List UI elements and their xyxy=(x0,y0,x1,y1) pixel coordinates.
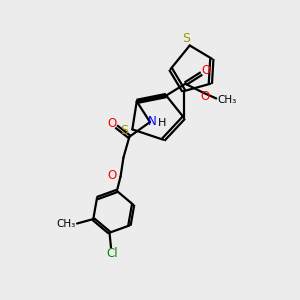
Text: H: H xyxy=(158,118,166,128)
Text: S: S xyxy=(120,124,128,137)
Text: O: O xyxy=(201,90,210,103)
Text: S: S xyxy=(182,32,190,46)
Text: O: O xyxy=(107,117,116,130)
Text: CH₃: CH₃ xyxy=(56,218,76,229)
Text: N: N xyxy=(148,115,156,128)
Text: Cl: Cl xyxy=(106,247,118,260)
Text: O: O xyxy=(108,169,117,182)
Text: CH₃: CH₃ xyxy=(217,95,236,105)
Text: O: O xyxy=(201,64,211,77)
